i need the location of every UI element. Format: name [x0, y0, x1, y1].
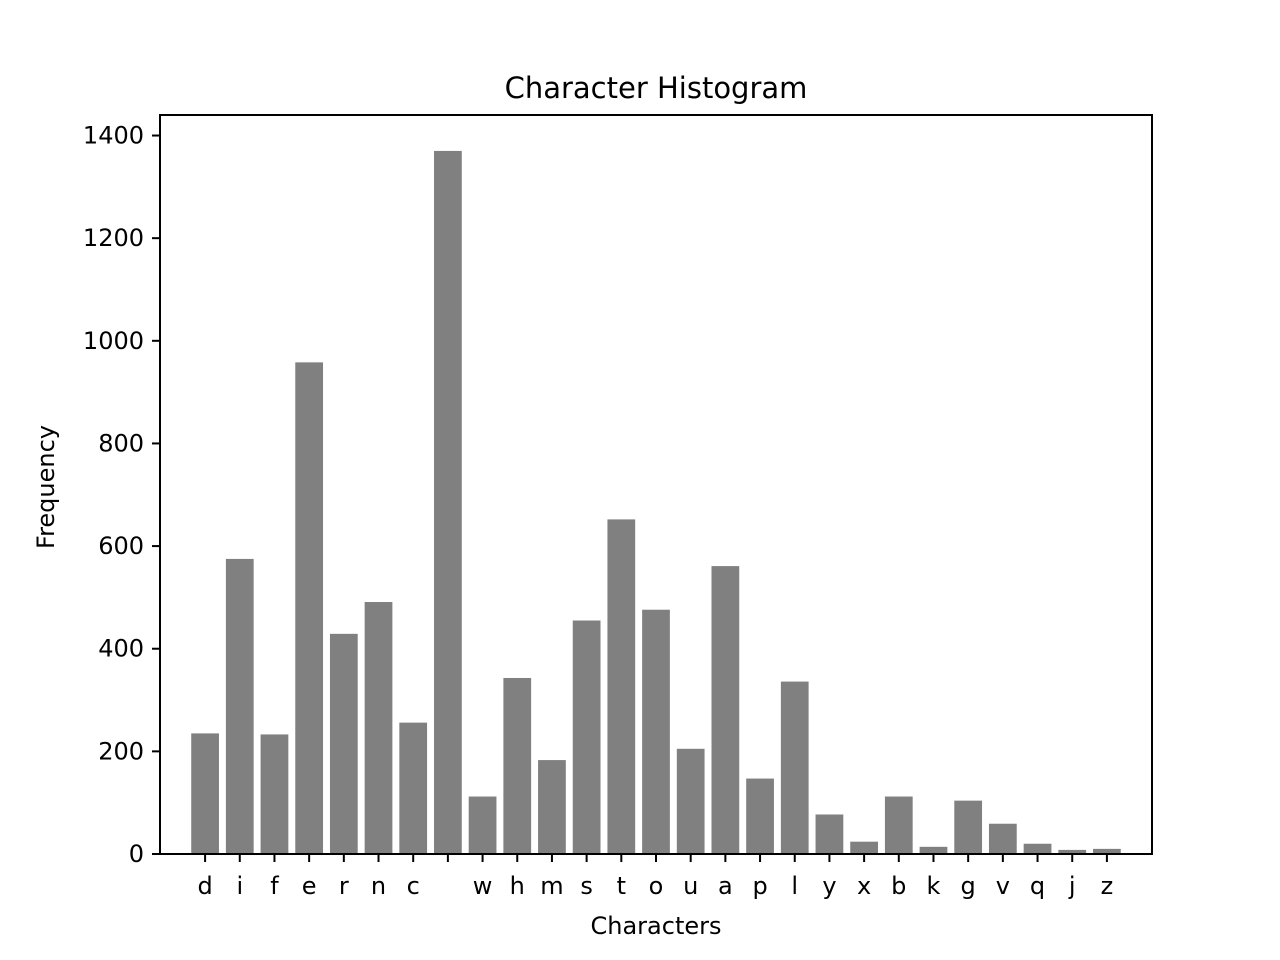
bar-22: [954, 800, 983, 854]
bar-11: [572, 620, 601, 854]
bar-24: [1023, 843, 1052, 854]
plot-frame: [159, 114, 1153, 855]
x-tick-label-2: f: [270, 872, 279, 900]
bar-2: [260, 734, 289, 854]
bar-1: [225, 558, 254, 854]
x-tick-label-25: j: [1068, 872, 1076, 900]
bar-15: [711, 566, 740, 854]
x-tick-label-17: l: [791, 872, 798, 900]
bar-0: [191, 733, 219, 854]
x-tick-label-24: q: [1030, 872, 1045, 900]
x-tick-label-13: o: [649, 872, 664, 900]
x-tick-label-6: c: [407, 872, 420, 900]
y-axis: 0 200 400 600 800 1000 1200 1400: [83, 122, 160, 868]
bar-3: [295, 362, 324, 854]
bar-21: [919, 846, 948, 854]
x-tick-label-20: b: [891, 872, 906, 900]
bar-14: [676, 748, 705, 854]
x-tick-label-8: w: [473, 872, 493, 900]
x-tick-label-5: n: [371, 872, 386, 900]
x-tick-label-12: t: [617, 872, 626, 900]
bar-18: [815, 814, 844, 854]
x-tick-label-4: r: [339, 872, 349, 900]
x-tick-label-26: z: [1101, 872, 1114, 900]
x-tick-label-15: a: [718, 872, 733, 900]
bar-8: [468, 796, 497, 854]
bar-4: [329, 633, 358, 854]
x-tick-label-22: g: [961, 872, 976, 900]
x-tick-label-11: s: [580, 872, 593, 900]
x-tick-label-21: k: [927, 872, 941, 900]
x-tick-label-1: i: [236, 872, 243, 900]
y-tick-label-7: 1400: [83, 122, 144, 150]
bar-23: [988, 823, 1017, 854]
y-tick-label-3: 600: [98, 532, 144, 560]
x-tick-label-0: d: [197, 872, 212, 900]
bar-19: [850, 841, 878, 854]
bar-25: [1058, 849, 1087, 854]
bar-17: [780, 681, 809, 854]
x-tick-label-14: u: [683, 872, 698, 900]
y-tick-label-4: 800: [98, 429, 144, 457]
x-tick-label-10: m: [540, 872, 563, 900]
x-tick-label-3: e: [302, 872, 317, 900]
y-tick-label-2: 400: [98, 635, 144, 663]
x-axis-label: Characters: [591, 912, 722, 940]
x-tick-label-18: y: [822, 872, 836, 900]
x-tick-label-16: p: [752, 872, 767, 900]
y-tick-label-0: 0: [129, 840, 144, 868]
bar-5: [364, 602, 393, 854]
y-axis-label: Frequency: [32, 425, 60, 549]
x-tick-label-23: v: [996, 872, 1010, 900]
bar-26: [1093, 848, 1121, 854]
y-tick-label-5: 1000: [83, 327, 144, 355]
bar-20: [884, 796, 913, 854]
bar-12: [607, 519, 636, 854]
bar-10: [538, 760, 566, 854]
bar-7: [434, 150, 462, 855]
y-tick-label-6: 1200: [83, 224, 144, 252]
chart-title: Character Histogram: [505, 71, 808, 105]
y-tick-label-1: 200: [98, 737, 144, 765]
bar-13: [642, 609, 670, 854]
x-tick-label-9: h: [510, 872, 525, 900]
bar-16: [746, 778, 774, 854]
bar-6: [399, 722, 428, 854]
bar-9: [503, 677, 532, 854]
x-tick-label-19: x: [857, 872, 871, 900]
bars-group: [191, 150, 1121, 855]
